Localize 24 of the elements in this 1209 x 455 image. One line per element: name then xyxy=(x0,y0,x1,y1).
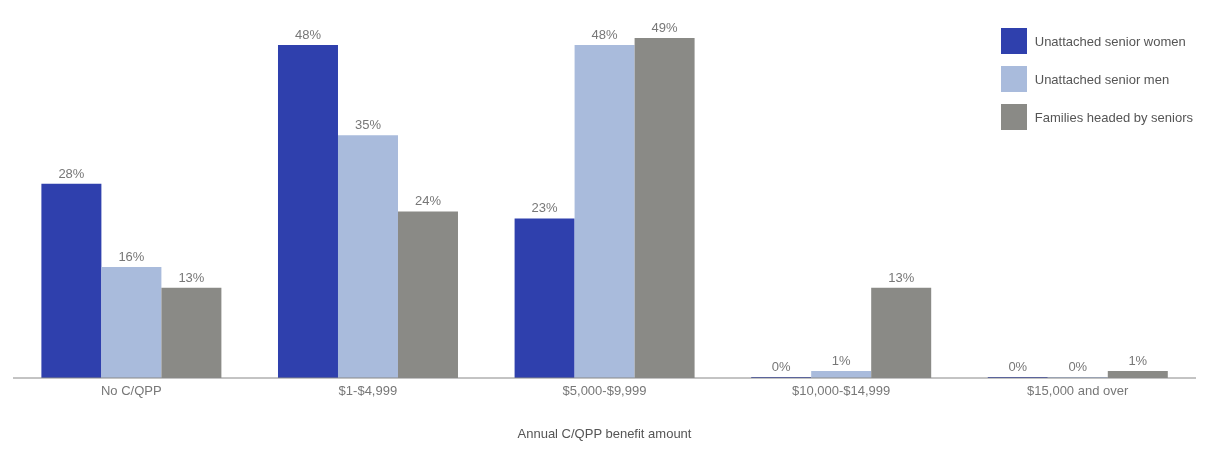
data-label: 0% xyxy=(771,359,792,374)
data-label: 1% xyxy=(1128,353,1148,369)
data-label: 16% xyxy=(118,248,145,264)
data-label: 48% xyxy=(294,26,322,42)
legend-label: Unattached senior men xyxy=(1034,71,1170,87)
data-label: 48% xyxy=(591,26,619,42)
data-label: 23% xyxy=(531,200,559,216)
legend-label: Families headed by seniors xyxy=(1034,109,1193,125)
data-label: 13% xyxy=(178,269,205,285)
data-label: 49% xyxy=(651,20,679,35)
data-label: 0% xyxy=(1008,359,1028,374)
x-axis-title: Annual C/QPP benefit amount xyxy=(517,426,692,441)
data-label: 1% xyxy=(831,353,852,369)
legend-label: Unattached senior women xyxy=(1034,33,1186,49)
x-tick-label: $10,000-$14,999 xyxy=(791,383,891,399)
x-tick-label: No C/QPP xyxy=(100,383,162,399)
data-label: 35% xyxy=(354,117,382,133)
data-label: 28% xyxy=(58,165,85,181)
x-tick-label: $15,000 and over xyxy=(1027,383,1129,399)
data-label: 13% xyxy=(888,269,915,285)
x-tick-label: $5,000-$9,999 xyxy=(562,383,647,399)
x-tick-label: $1-$4,999 xyxy=(338,383,398,399)
data-label: 24% xyxy=(414,193,442,209)
data-label: 0% xyxy=(1068,359,1088,374)
